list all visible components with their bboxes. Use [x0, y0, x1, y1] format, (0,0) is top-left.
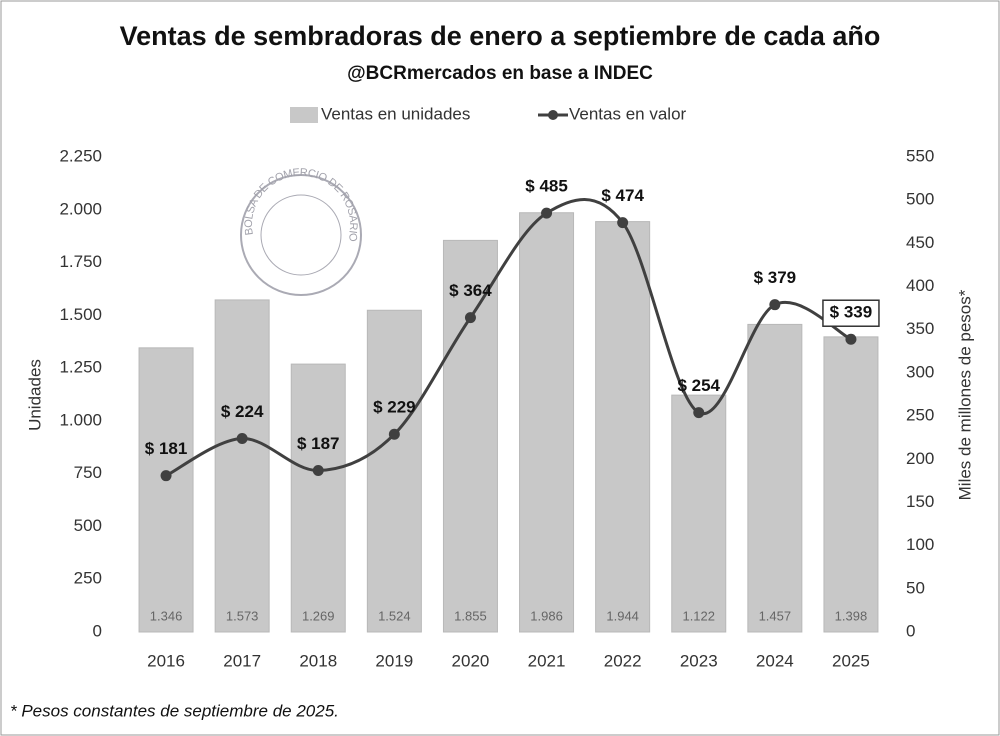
legend-swatch: [290, 107, 318, 123]
line-value-label: $ 229: [373, 398, 416, 417]
bar: [138, 347, 194, 633]
x-tick-label: 2017: [223, 651, 261, 670]
bar-value-label: 1.855: [454, 608, 487, 623]
y-tick-label: 1.250: [59, 358, 102, 377]
bar-value-label: 1.122: [682, 608, 715, 623]
y2-tick-label: 300: [906, 362, 934, 381]
line-value-label: $ 254: [677, 376, 720, 395]
x-tick-label: 2021: [528, 651, 566, 670]
x-tick-label: 2018: [299, 651, 337, 670]
bar-value-label: 1.457: [759, 608, 792, 623]
chart-subtitle: @BCRmercados en base a INDEC: [347, 63, 653, 84]
bar: [366, 309, 422, 633]
chart-title: Ventas de sembradoras de enero a septiem…: [120, 21, 881, 51]
line-marker: [617, 217, 629, 229]
y-tick-label: 500: [74, 516, 102, 535]
bar-value-label: 1.573: [226, 608, 259, 623]
y-tick-label: 2.000: [59, 199, 102, 218]
bar-value-label: 1.944: [606, 608, 639, 623]
line-value-label: $ 474: [601, 186, 644, 205]
y2-tick-label: 100: [906, 535, 934, 554]
x-tick-label: 2016: [147, 651, 185, 670]
bar: [595, 221, 651, 633]
y-tick-label: 0: [93, 621, 102, 640]
logo-ring: [240, 174, 362, 296]
bar: [747, 323, 803, 633]
line-value-label: $ 339: [830, 303, 873, 322]
y2-tick-label: 400: [906, 276, 934, 295]
legend-swatch: [548, 110, 558, 120]
x-tick-label: 2025: [832, 651, 870, 670]
y2-tick-label: 450: [906, 233, 934, 252]
y2-tick-label: 200: [906, 449, 934, 468]
line-marker: [845, 333, 857, 345]
y-tick-label: 1.500: [59, 305, 102, 324]
bar: [519, 212, 575, 633]
bar: [442, 239, 498, 633]
x-tick-label: 2022: [604, 651, 642, 670]
y-tick-label: 1.000: [59, 410, 102, 429]
line-marker: [388, 428, 400, 440]
line-value-label: $ 181: [145, 439, 188, 458]
bar: [214, 299, 270, 633]
line-marker: [312, 465, 324, 476]
y-tick-label: 2.250: [59, 146, 102, 165]
line-marker: [236, 433, 248, 445]
x-tick-label: 2023: [680, 651, 718, 670]
bar: [290, 363, 346, 633]
bar-value-label: 1.524: [378, 608, 411, 623]
line-marker: [160, 470, 172, 482]
y2-tick-label: 250: [906, 406, 934, 425]
line-marker: [541, 207, 553, 219]
y2-tick-label: 0: [906, 621, 915, 640]
legend-label: Ventas en valor: [569, 104, 687, 123]
line-value-label: $ 364: [449, 281, 492, 300]
line-value-label: $ 224: [221, 402, 264, 421]
y2-axis-label: Miles de millones de pesos*: [955, 289, 974, 500]
line-marker: [693, 407, 705, 419]
legend-label: Ventas en unidades: [321, 104, 470, 123]
line-marker: [769, 299, 781, 311]
footnote: * Pesos constantes de septiembre de 2025…: [10, 701, 339, 720]
bar: [823, 336, 879, 633]
y-tick-label: 750: [74, 463, 102, 482]
logo-ring: [260, 194, 342, 276]
line: [165, 197, 852, 478]
y-tick-label: 250: [74, 569, 102, 588]
line-value-label: $ 485: [525, 177, 568, 196]
line-value-label: $ 187: [297, 434, 340, 453]
bar-value-label: 1.986: [530, 608, 563, 623]
bar-value-label: 1.269: [302, 608, 335, 623]
y2-tick-label: 500: [906, 190, 934, 209]
bar-value-label: 1.346: [150, 608, 183, 623]
line-marker: [464, 312, 476, 324]
legend: Ventas en unidades Ventas en valor: [290, 104, 687, 123]
bar: [671, 394, 727, 633]
y2-tick-label: 150: [906, 492, 934, 511]
x-tick-label: 2019: [375, 651, 413, 670]
y2-tick-label: 550: [906, 146, 934, 165]
y-axis-label: Unidades: [25, 359, 44, 431]
bar-value-label: 1.398: [835, 608, 868, 623]
x-tick-label: 2024: [756, 651, 794, 670]
y2-tick-label: 350: [906, 319, 934, 338]
label-box: [822, 299, 880, 327]
y2-tick-label: 50: [906, 578, 925, 597]
y-tick-label: 1.750: [59, 252, 102, 271]
line-value-label: $ 379: [754, 268, 797, 287]
x-tick-label: 2020: [452, 651, 490, 670]
